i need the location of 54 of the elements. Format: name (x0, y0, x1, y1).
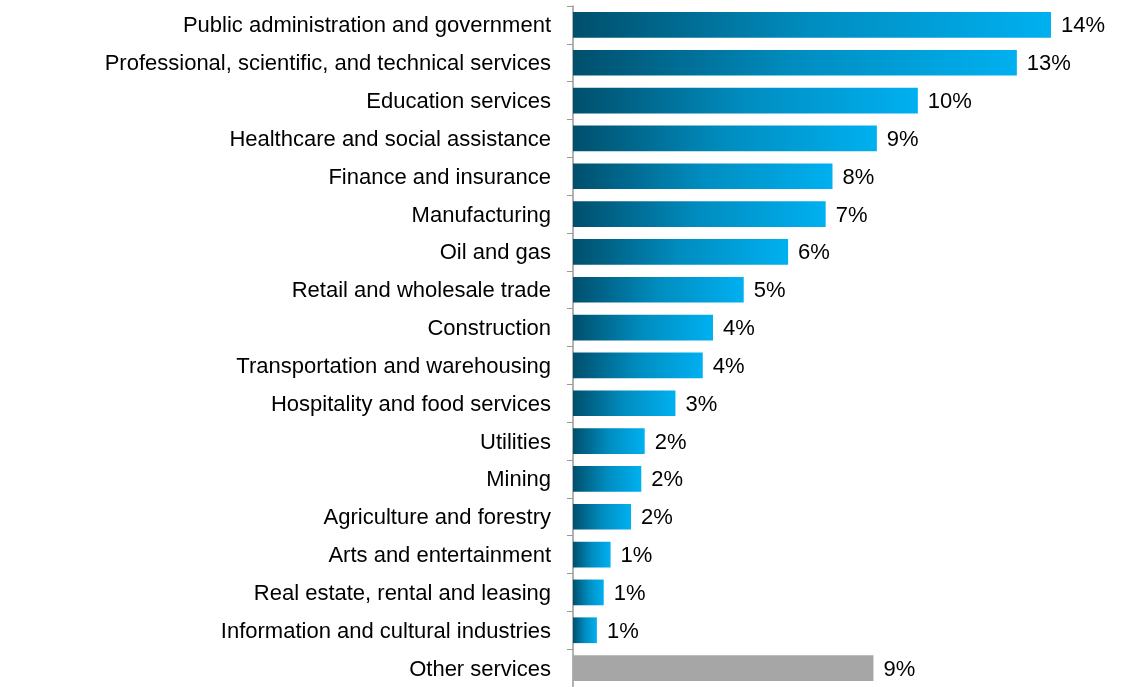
bar (573, 579, 604, 606)
data-label: 2% (654, 428, 687, 454)
data-label: 4% (722, 315, 755, 341)
y-tick-label: Construction (427, 315, 551, 341)
data-label: 7% (835, 201, 868, 227)
data-label: 2% (651, 466, 684, 492)
y-tick-label: Mining (486, 466, 551, 492)
bar (573, 125, 877, 152)
data-label: 9% (883, 655, 916, 681)
bar (573, 276, 744, 303)
y-tick-label: Arts and entertainment (328, 542, 551, 568)
data-label: 14% (1061, 12, 1106, 38)
y-tick-label: Information and cultural industries (220, 617, 551, 643)
data-label: 3% (685, 390, 718, 416)
y-tick-label: Education services (366, 88, 551, 114)
bar (573, 12, 1051, 38)
data-label: 1% (620, 542, 653, 568)
data-label: 13% (1026, 50, 1071, 76)
data-label: 9% (886, 125, 919, 151)
y-tick-label: Other services (409, 655, 551, 681)
data-label: 2% (641, 504, 673, 530)
bar (573, 163, 833, 190)
data-label: 4% (712, 352, 745, 378)
bar (573, 541, 611, 568)
y-tick-label: Real estate, rental and leasing (253, 579, 551, 605)
bar (573, 655, 874, 681)
bar (573, 428, 645, 454)
bar (573, 617, 597, 644)
bar (573, 390, 676, 417)
y-tick-label: Finance and insurance (328, 163, 551, 189)
y-tick-label: Professional, scientific, and technical services (104, 50, 551, 76)
bar (573, 503, 632, 530)
bar (573, 352, 703, 379)
y-tick-label: Healthcare and social assistance (229, 125, 551, 151)
data-label: 1% (606, 617, 639, 643)
bar (573, 314, 713, 341)
y-tick-label: Transportation and warehousing (236, 352, 551, 378)
y-tick-label: Retail and wholesale trade (291, 277, 551, 303)
bar (573, 49, 1017, 76)
y-tick-label: Utilities (480, 428, 551, 454)
data-label: 10% (927, 88, 972, 114)
bar (573, 201, 826, 227)
bar (573, 87, 918, 114)
data-label: 1% (613, 579, 646, 605)
data-label: 5% (753, 277, 786, 303)
y-tick-label: Public administration and government (182, 12, 551, 38)
data-label: 8% (842, 163, 875, 189)
bar (573, 239, 789, 265)
y-tick-label: Agriculture and forestry (323, 504, 551, 530)
y-tick-label: Oil and gas (439, 239, 551, 265)
y-tick-label: Manufacturing (411, 201, 551, 227)
data-label: 6% (798, 239, 830, 265)
y-tick-label: Hospitality and food services (270, 390, 551, 416)
bar (573, 466, 642, 492)
